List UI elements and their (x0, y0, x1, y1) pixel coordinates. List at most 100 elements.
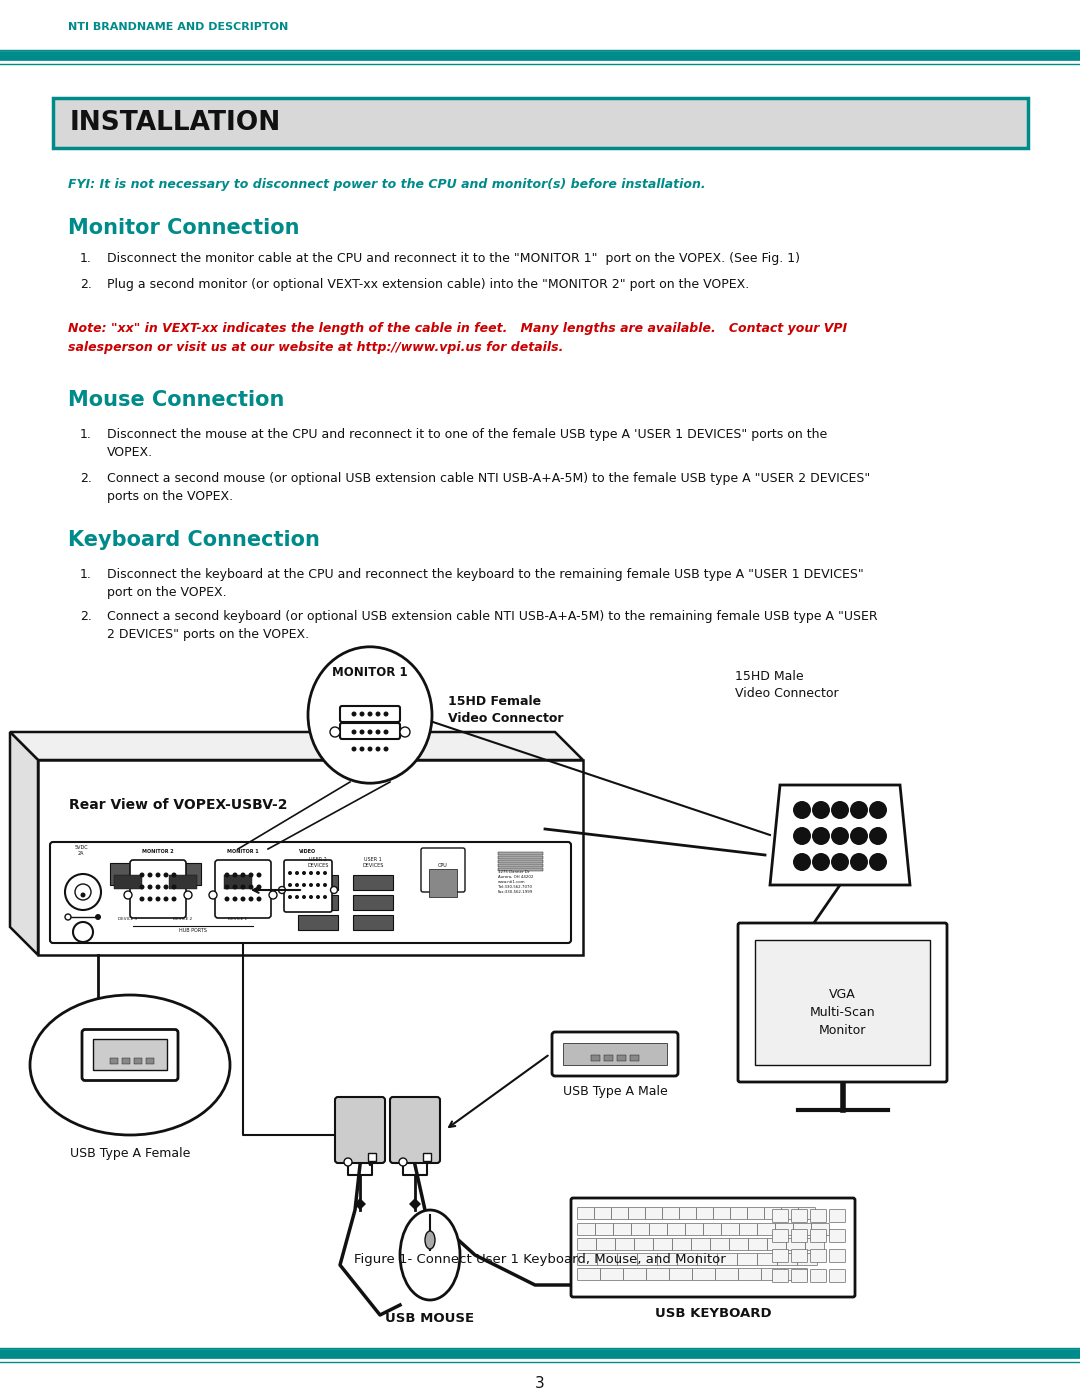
Text: Mouse Connection: Mouse Connection (68, 390, 284, 409)
Text: USB Type A Female: USB Type A Female (70, 1147, 190, 1160)
FancyBboxPatch shape (498, 861, 543, 863)
Circle shape (367, 711, 373, 717)
Circle shape (376, 746, 380, 752)
Circle shape (316, 883, 320, 887)
FancyBboxPatch shape (810, 1229, 826, 1242)
FancyBboxPatch shape (353, 875, 393, 890)
FancyBboxPatch shape (798, 1207, 815, 1220)
Circle shape (323, 870, 327, 875)
Circle shape (351, 729, 356, 735)
Polygon shape (10, 732, 583, 760)
FancyBboxPatch shape (784, 1268, 808, 1281)
FancyBboxPatch shape (692, 1268, 715, 1281)
FancyBboxPatch shape (715, 1268, 739, 1281)
Circle shape (269, 891, 276, 900)
FancyBboxPatch shape (697, 1207, 714, 1220)
FancyBboxPatch shape (806, 1239, 824, 1250)
Text: USB Type A Male: USB Type A Male (563, 1085, 667, 1098)
Circle shape (399, 1158, 407, 1166)
Text: 2.: 2. (80, 610, 92, 623)
Circle shape (172, 897, 176, 901)
Circle shape (850, 800, 868, 819)
FancyBboxPatch shape (738, 923, 947, 1083)
FancyBboxPatch shape (429, 869, 457, 897)
Text: NTI BRANDNAME AND DESCRIPTON: NTI BRANDNAME AND DESCRIPTON (68, 22, 288, 32)
FancyBboxPatch shape (578, 1224, 595, 1235)
FancyBboxPatch shape (498, 852, 543, 855)
FancyBboxPatch shape (597, 1253, 618, 1266)
FancyBboxPatch shape (611, 1207, 629, 1220)
FancyBboxPatch shape (93, 1038, 167, 1070)
Circle shape (288, 895, 292, 900)
FancyBboxPatch shape (618, 1253, 637, 1266)
FancyBboxPatch shape (130, 861, 186, 918)
Ellipse shape (308, 647, 432, 784)
Circle shape (400, 726, 410, 738)
Circle shape (793, 854, 811, 870)
Text: 3: 3 (535, 1376, 545, 1390)
Polygon shape (354, 1199, 366, 1210)
FancyBboxPatch shape (298, 915, 338, 930)
FancyBboxPatch shape (691, 1239, 711, 1250)
Text: MONITOR 1: MONITOR 1 (333, 666, 408, 679)
Circle shape (302, 895, 306, 900)
FancyBboxPatch shape (53, 98, 1028, 148)
Text: 1.: 1. (80, 251, 92, 265)
Circle shape (163, 897, 168, 901)
FancyBboxPatch shape (353, 915, 393, 930)
FancyBboxPatch shape (423, 1153, 431, 1161)
Circle shape (225, 873, 229, 877)
Text: 15HD Female
Video Connector: 15HD Female Video Connector (448, 694, 564, 725)
FancyBboxPatch shape (353, 895, 393, 909)
FancyBboxPatch shape (782, 1207, 798, 1220)
Circle shape (812, 854, 831, 870)
FancyBboxPatch shape (792, 1270, 808, 1282)
FancyBboxPatch shape (721, 1224, 740, 1235)
Text: MONITOR 2: MONITOR 2 (143, 849, 174, 854)
FancyBboxPatch shape (810, 1210, 826, 1222)
FancyBboxPatch shape (591, 1055, 600, 1060)
Circle shape (316, 895, 320, 900)
FancyBboxPatch shape (596, 1239, 616, 1250)
Circle shape (156, 873, 161, 877)
Circle shape (172, 884, 176, 890)
Circle shape (831, 854, 849, 870)
Circle shape (295, 883, 299, 887)
FancyBboxPatch shape (829, 1229, 846, 1242)
FancyBboxPatch shape (617, 1055, 626, 1060)
FancyBboxPatch shape (755, 940, 930, 1065)
FancyBboxPatch shape (646, 1207, 662, 1220)
Text: DEVICE 3: DEVICE 3 (119, 916, 137, 921)
Text: 1.: 1. (80, 427, 92, 441)
FancyBboxPatch shape (110, 1058, 118, 1063)
Text: Disconnect the mouse at the CPU and reconnect it to one of the female USB type A: Disconnect the mouse at the CPU and reco… (107, 427, 827, 460)
FancyBboxPatch shape (711, 1239, 729, 1250)
FancyBboxPatch shape (772, 1270, 788, 1282)
FancyBboxPatch shape (215, 861, 271, 918)
FancyBboxPatch shape (629, 1207, 646, 1220)
FancyBboxPatch shape (662, 1207, 679, 1220)
Circle shape (323, 883, 327, 887)
FancyBboxPatch shape (765, 1207, 782, 1220)
Circle shape (232, 897, 238, 901)
Circle shape (257, 873, 261, 877)
FancyBboxPatch shape (578, 1207, 594, 1220)
FancyBboxPatch shape (792, 1249, 808, 1263)
Circle shape (139, 897, 145, 901)
FancyBboxPatch shape (698, 1253, 717, 1266)
FancyBboxPatch shape (748, 1239, 768, 1250)
Circle shape (241, 884, 245, 890)
Circle shape (869, 827, 887, 845)
Circle shape (148, 897, 152, 901)
FancyBboxPatch shape (630, 1055, 639, 1060)
Circle shape (302, 883, 306, 887)
FancyBboxPatch shape (810, 1270, 826, 1282)
Text: Note: "xx" in VEXT-xx indicates the length of the cable in feet.   Many lengths : Note: "xx" in VEXT-xx indicates the leng… (68, 321, 847, 353)
Circle shape (241, 897, 245, 901)
Circle shape (279, 887, 285, 894)
Circle shape (295, 870, 299, 875)
Circle shape (241, 873, 245, 877)
Circle shape (81, 893, 85, 897)
Circle shape (257, 897, 261, 901)
Text: VGA
Multi-Scan
Monitor: VGA Multi-Scan Monitor (810, 988, 875, 1037)
